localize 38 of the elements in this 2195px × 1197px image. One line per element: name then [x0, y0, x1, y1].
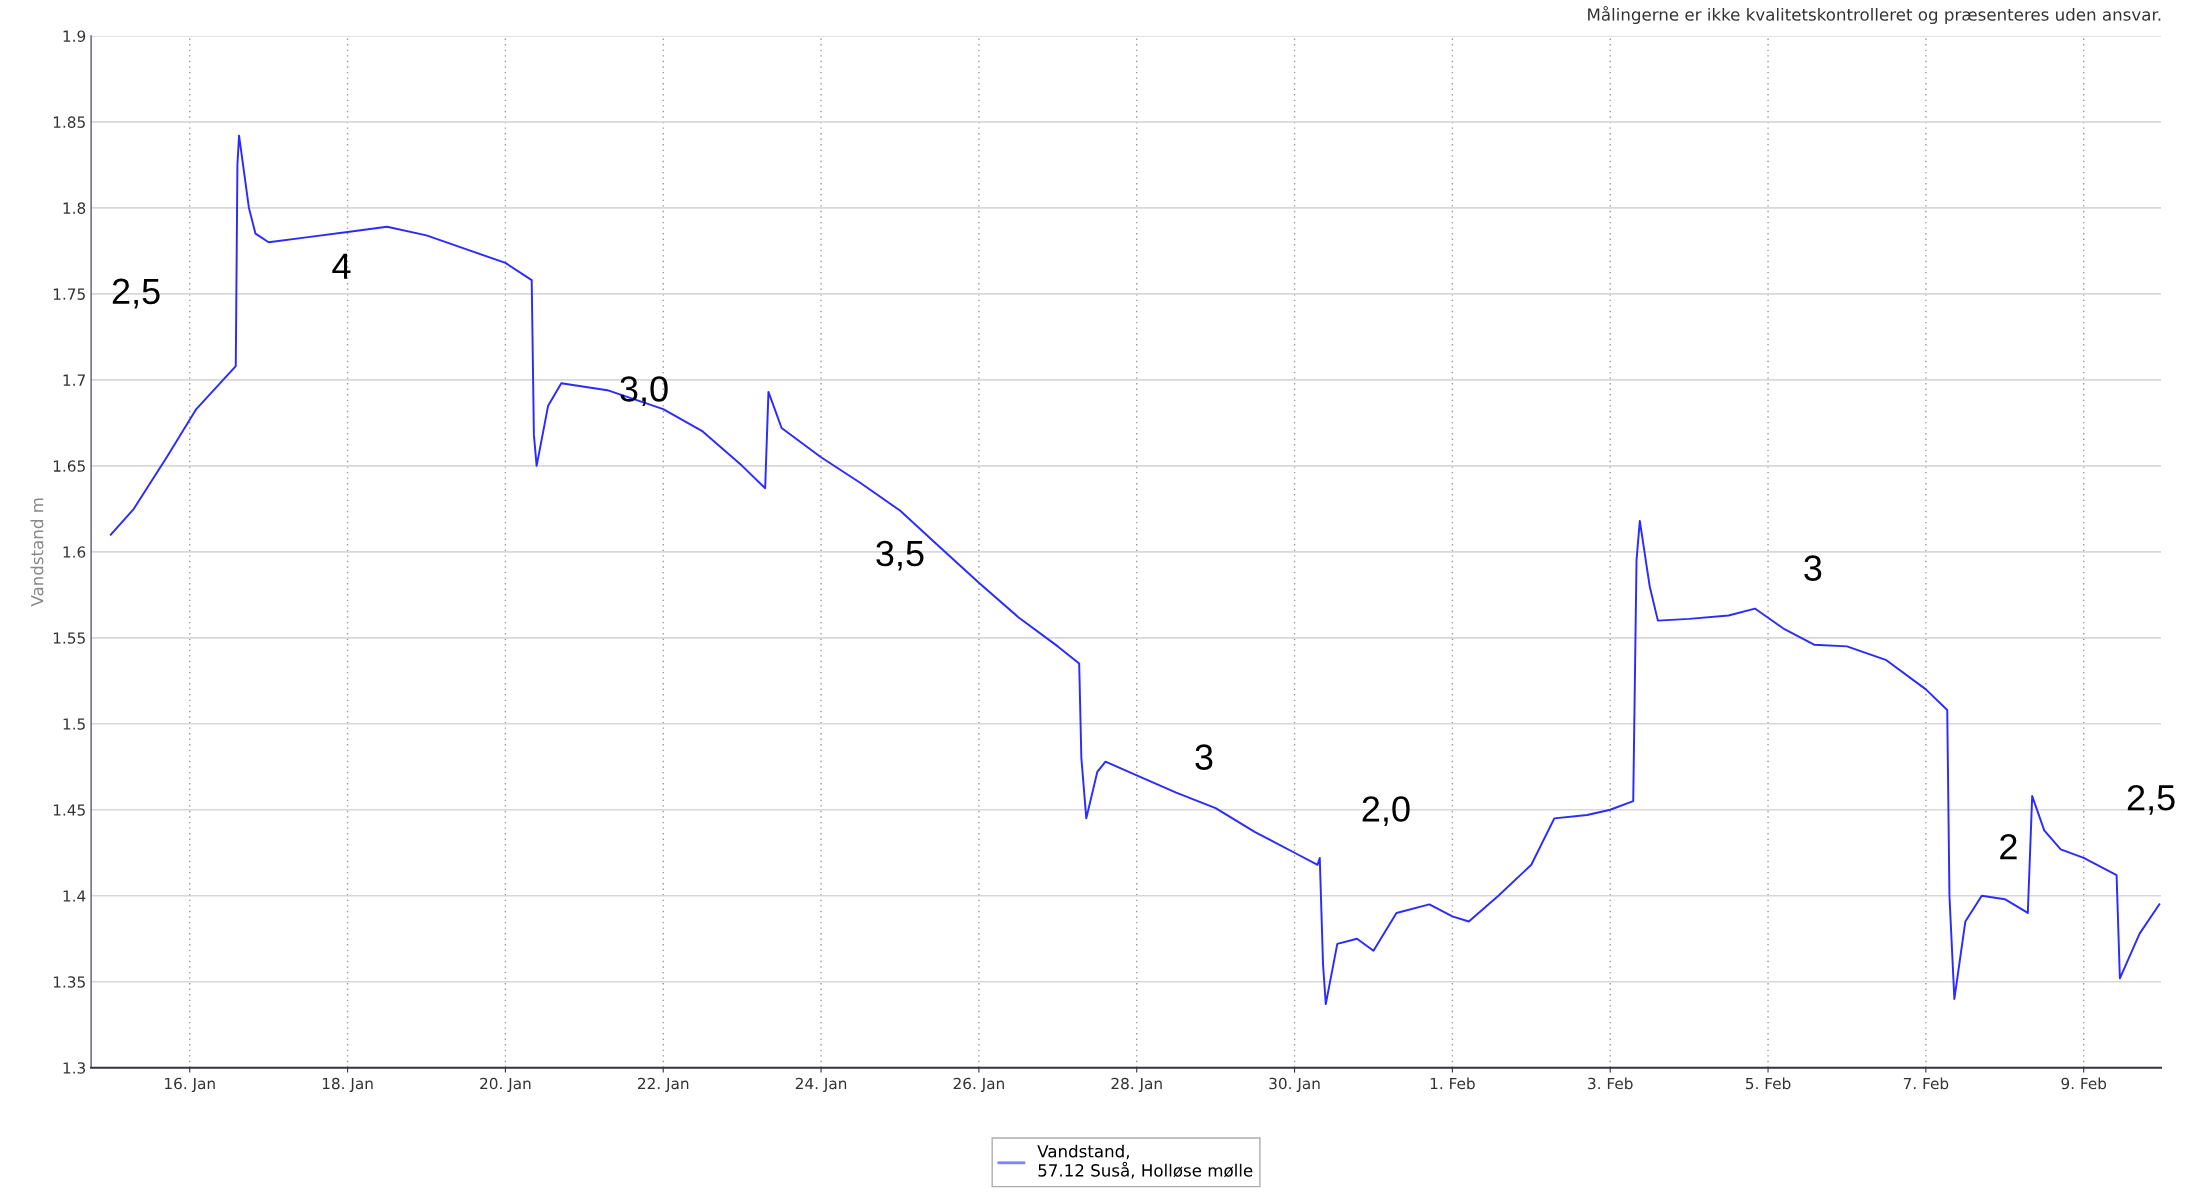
y-tick-label: 1.55 — [53, 632, 85, 644]
annotation: 2 — [2000, 833, 2017, 860]
annotation: 2,0 — [1362, 796, 1410, 826]
annotation: 3 — [1804, 555, 1822, 581]
y-tick-label: 1.85 — [53, 116, 85, 128]
y-tick-label: 1.9 — [63, 30, 86, 42]
y-tick-label: 1.45 — [53, 804, 85, 816]
y-tick-label: 1.6 — [63, 546, 86, 558]
x-tick-label: 18. Jan — [322, 1077, 373, 1093]
annotation: 3,5 — [876, 540, 924, 571]
x-tick-label: 20. Jan — [480, 1077, 531, 1093]
y-tick-label: 1.8 — [63, 202, 86, 214]
x-tick-label: 28. Jan — [1111, 1077, 1162, 1093]
x-tick-label: 7. Feb — [1903, 1077, 1949, 1090]
y-tick-label: 1.5 — [63, 718, 85, 730]
y-tick-label: 1.4 — [63, 890, 86, 902]
x-tick-label: 24. Jan — [795, 1077, 847, 1093]
y-tick-label: 1.3 — [63, 1062, 86, 1074]
y-tick-label: 1.65 — [53, 460, 85, 472]
x-tick-label: 1. Feb — [1430, 1077, 1475, 1090]
annotation: 3 — [1195, 744, 1213, 770]
annotation: 4 — [332, 253, 351, 279]
x-tick-label: 9. Feb — [2061, 1077, 2107, 1090]
y-tick-label: 1.75 — [53, 288, 85, 300]
text: Målingerne er ikke kvalitetskontrolleret og præsenteres uden ansvar. — [1588, 5, 2161, 25]
x-tick-label: 16. Jan — [165, 1077, 215, 1093]
legend-label: Vandstand, 57.12 Suså, Holløse mølle — [1037, 1144, 1253, 1179]
x-tick-label: 30. Jan — [1269, 1077, 1320, 1093]
x-tick-label: 26. Jan — [953, 1077, 1004, 1093]
annotation: 2,5 — [2127, 784, 2175, 815]
y-tick-label: 1.7 — [63, 374, 85, 386]
x-tick-label: 22. Jan — [638, 1077, 689, 1093]
x-tick-label: 5. Feb — [1745, 1077, 1791, 1090]
annotation: 3,0 — [620, 376, 668, 406]
y-axis-title: Vandstand m — [30, 498, 44, 607]
x-tick-label: 3. Feb — [1588, 1077, 1633, 1090]
annotation: 2,5 — [112, 278, 160, 309]
y-tick-label: 1.35 — [53, 976, 85, 988]
